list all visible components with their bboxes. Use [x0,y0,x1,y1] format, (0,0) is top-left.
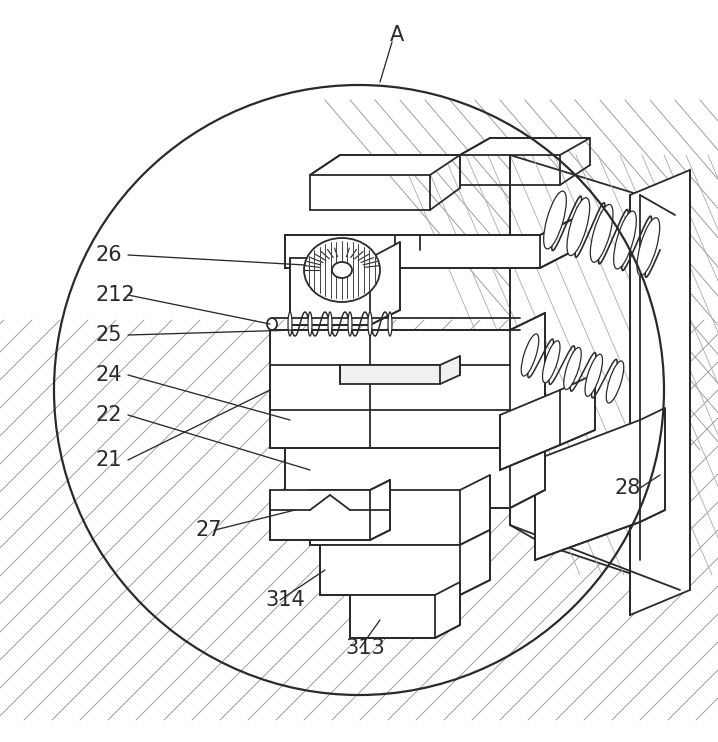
Polygon shape [320,530,490,595]
Polygon shape [630,170,690,615]
Ellipse shape [328,312,332,336]
Ellipse shape [388,312,392,336]
Polygon shape [285,430,545,508]
Polygon shape [500,374,595,470]
Polygon shape [310,475,490,545]
Ellipse shape [585,354,602,396]
Polygon shape [460,138,590,155]
Text: 22: 22 [95,405,121,425]
Ellipse shape [544,191,567,249]
Ellipse shape [368,312,372,336]
Ellipse shape [590,204,613,262]
Text: 28: 28 [615,478,641,498]
Text: A: A [390,25,404,45]
Ellipse shape [308,312,312,336]
Polygon shape [310,155,460,175]
Ellipse shape [637,217,660,275]
Ellipse shape [606,361,624,403]
Ellipse shape [267,318,277,330]
Text: 25: 25 [95,325,121,345]
Polygon shape [290,242,400,325]
Polygon shape [510,155,680,590]
Text: 26: 26 [95,245,121,265]
Text: 313: 313 [345,638,385,658]
Ellipse shape [614,211,636,269]
Text: 314: 314 [265,590,304,610]
Text: 21: 21 [95,450,121,470]
Polygon shape [535,408,665,560]
Polygon shape [340,356,460,384]
Ellipse shape [304,238,380,302]
Polygon shape [285,218,575,268]
Text: 27: 27 [195,520,221,540]
Polygon shape [270,480,390,540]
Text: 212: 212 [95,285,135,305]
Ellipse shape [564,347,582,390]
Ellipse shape [288,312,292,336]
Ellipse shape [521,334,538,376]
Ellipse shape [332,262,352,278]
Polygon shape [270,313,545,448]
Ellipse shape [348,312,352,336]
Ellipse shape [543,341,560,383]
Text: 24: 24 [95,365,121,385]
Ellipse shape [567,197,589,255]
Polygon shape [350,582,460,638]
